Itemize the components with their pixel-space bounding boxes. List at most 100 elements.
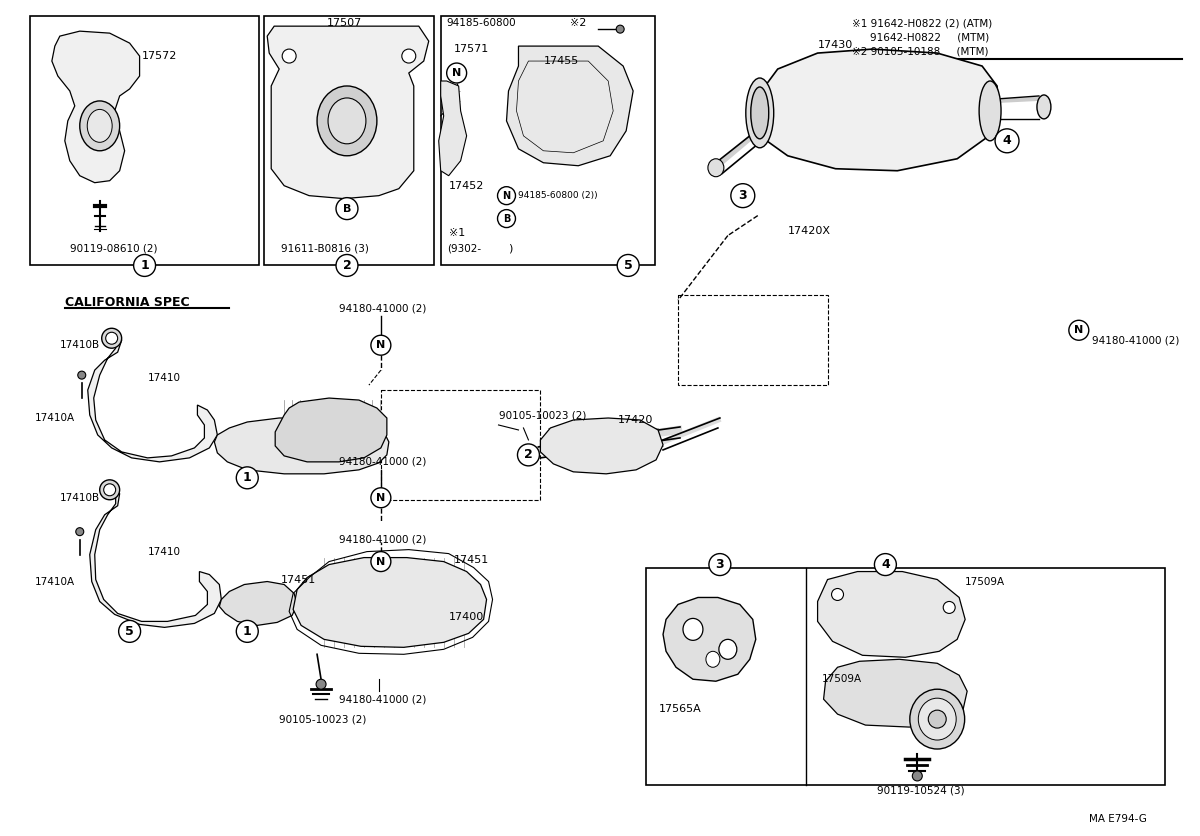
Polygon shape (220, 582, 298, 625)
Circle shape (446, 63, 467, 83)
Ellipse shape (706, 651, 720, 667)
Text: 90119-10524 (3): 90119-10524 (3) (877, 786, 965, 796)
Ellipse shape (751, 87, 769, 139)
Ellipse shape (106, 332, 118, 344)
Text: N: N (377, 340, 385, 350)
Ellipse shape (79, 101, 120, 150)
Ellipse shape (912, 771, 923, 781)
Bar (678, 295, 828, 385)
Ellipse shape (929, 710, 947, 728)
Text: ※2: ※2 (570, 18, 587, 28)
Text: 17410: 17410 (148, 547, 180, 557)
Text: 94180-41000 (2): 94180-41000 (2) (340, 535, 426, 544)
Text: 1: 1 (140, 259, 149, 272)
Polygon shape (90, 487, 221, 627)
Text: 91611-B0816 (3): 91611-B0816 (3) (281, 243, 370, 253)
Polygon shape (750, 49, 1000, 171)
Text: CALIFORNIA SPEC: CALIFORNIA SPEC (65, 296, 190, 308)
Text: 2: 2 (343, 259, 352, 272)
Polygon shape (540, 418, 664, 474)
Text: 17509A: 17509A (822, 674, 862, 684)
Circle shape (1069, 320, 1088, 340)
Circle shape (371, 552, 391, 572)
Text: 90119-08610 (2): 90119-08610 (2) (70, 243, 157, 253)
Circle shape (995, 129, 1019, 153)
Ellipse shape (328, 98, 366, 144)
Polygon shape (275, 398, 386, 461)
Text: 94180-41000 (2): 94180-41000 (2) (340, 694, 426, 704)
Text: 94185-60800: 94185-60800 (446, 18, 516, 28)
Text: 17410A: 17410A (35, 413, 76, 423)
Text: 94180-41000 (2): 94180-41000 (2) (340, 456, 426, 466)
Text: ※1 91642-H0822 (2) (ATM): ※1 91642-H0822 (2) (ATM) (852, 18, 992, 28)
Polygon shape (52, 31, 139, 183)
Circle shape (498, 186, 516, 205)
Ellipse shape (979, 81, 1001, 140)
Text: 5: 5 (125, 624, 134, 638)
Text: 90105-10023 (2): 90105-10023 (2) (498, 410, 586, 420)
Text: 4: 4 (881, 558, 889, 571)
Polygon shape (88, 335, 217, 461)
Circle shape (236, 620, 258, 642)
Text: 17565A: 17565A (659, 704, 701, 714)
Ellipse shape (832, 589, 844, 600)
Text: 3: 3 (715, 558, 724, 571)
Ellipse shape (102, 329, 121, 349)
Text: N: N (377, 492, 385, 502)
Polygon shape (268, 26, 428, 199)
Ellipse shape (683, 619, 703, 640)
Text: B: B (503, 213, 510, 223)
Circle shape (731, 184, 755, 207)
Ellipse shape (282, 49, 296, 63)
Ellipse shape (918, 698, 956, 740)
Polygon shape (823, 660, 967, 727)
Circle shape (236, 466, 258, 489)
Circle shape (498, 210, 516, 227)
Ellipse shape (103, 484, 115, 496)
Text: 17410B: 17410B (60, 492, 100, 502)
Text: B: B (343, 204, 352, 214)
Ellipse shape (708, 159, 724, 176)
Bar (440, 16, 655, 266)
Text: 1: 1 (242, 624, 252, 638)
Text: 17452: 17452 (449, 181, 484, 191)
Ellipse shape (76, 528, 84, 536)
Text: N: N (452, 68, 461, 78)
Text: MA E794-G: MA E794-G (1088, 813, 1147, 823)
Ellipse shape (910, 689, 965, 749)
Text: N: N (377, 557, 385, 567)
Polygon shape (664, 598, 756, 681)
Text: ※1: ※1 (449, 227, 464, 237)
Text: 5: 5 (624, 259, 632, 272)
Circle shape (709, 553, 731, 575)
Polygon shape (293, 558, 486, 647)
Polygon shape (439, 81, 467, 176)
Text: 17571: 17571 (454, 44, 488, 54)
Circle shape (119, 620, 140, 642)
Ellipse shape (616, 25, 624, 33)
Text: 94185-60800 (2)): 94185-60800 (2)) (518, 191, 598, 200)
Text: 17400: 17400 (449, 613, 484, 623)
Ellipse shape (746, 78, 774, 148)
Text: (9302-: (9302- (446, 243, 481, 253)
Text: 17410: 17410 (148, 373, 180, 383)
Text: ): ) (509, 243, 512, 253)
Text: 17572: 17572 (142, 51, 176, 61)
Circle shape (875, 553, 896, 575)
Circle shape (336, 197, 358, 220)
Ellipse shape (88, 110, 112, 142)
Circle shape (336, 254, 358, 277)
Text: 17451: 17451 (281, 574, 317, 584)
Ellipse shape (402, 49, 415, 63)
Text: ※2 90105-10188     (MTM): ※2 90105-10188 (MTM) (852, 46, 989, 56)
Circle shape (617, 254, 640, 277)
Ellipse shape (943, 601, 955, 614)
Circle shape (133, 254, 156, 277)
Ellipse shape (100, 480, 120, 500)
Text: 94180-41000 (2): 94180-41000 (2) (340, 303, 426, 314)
Text: N: N (1074, 325, 1084, 335)
Text: 17410A: 17410A (35, 577, 76, 587)
Bar (646, 568, 1164, 785)
Ellipse shape (1037, 95, 1051, 119)
Text: 17507: 17507 (326, 18, 361, 28)
